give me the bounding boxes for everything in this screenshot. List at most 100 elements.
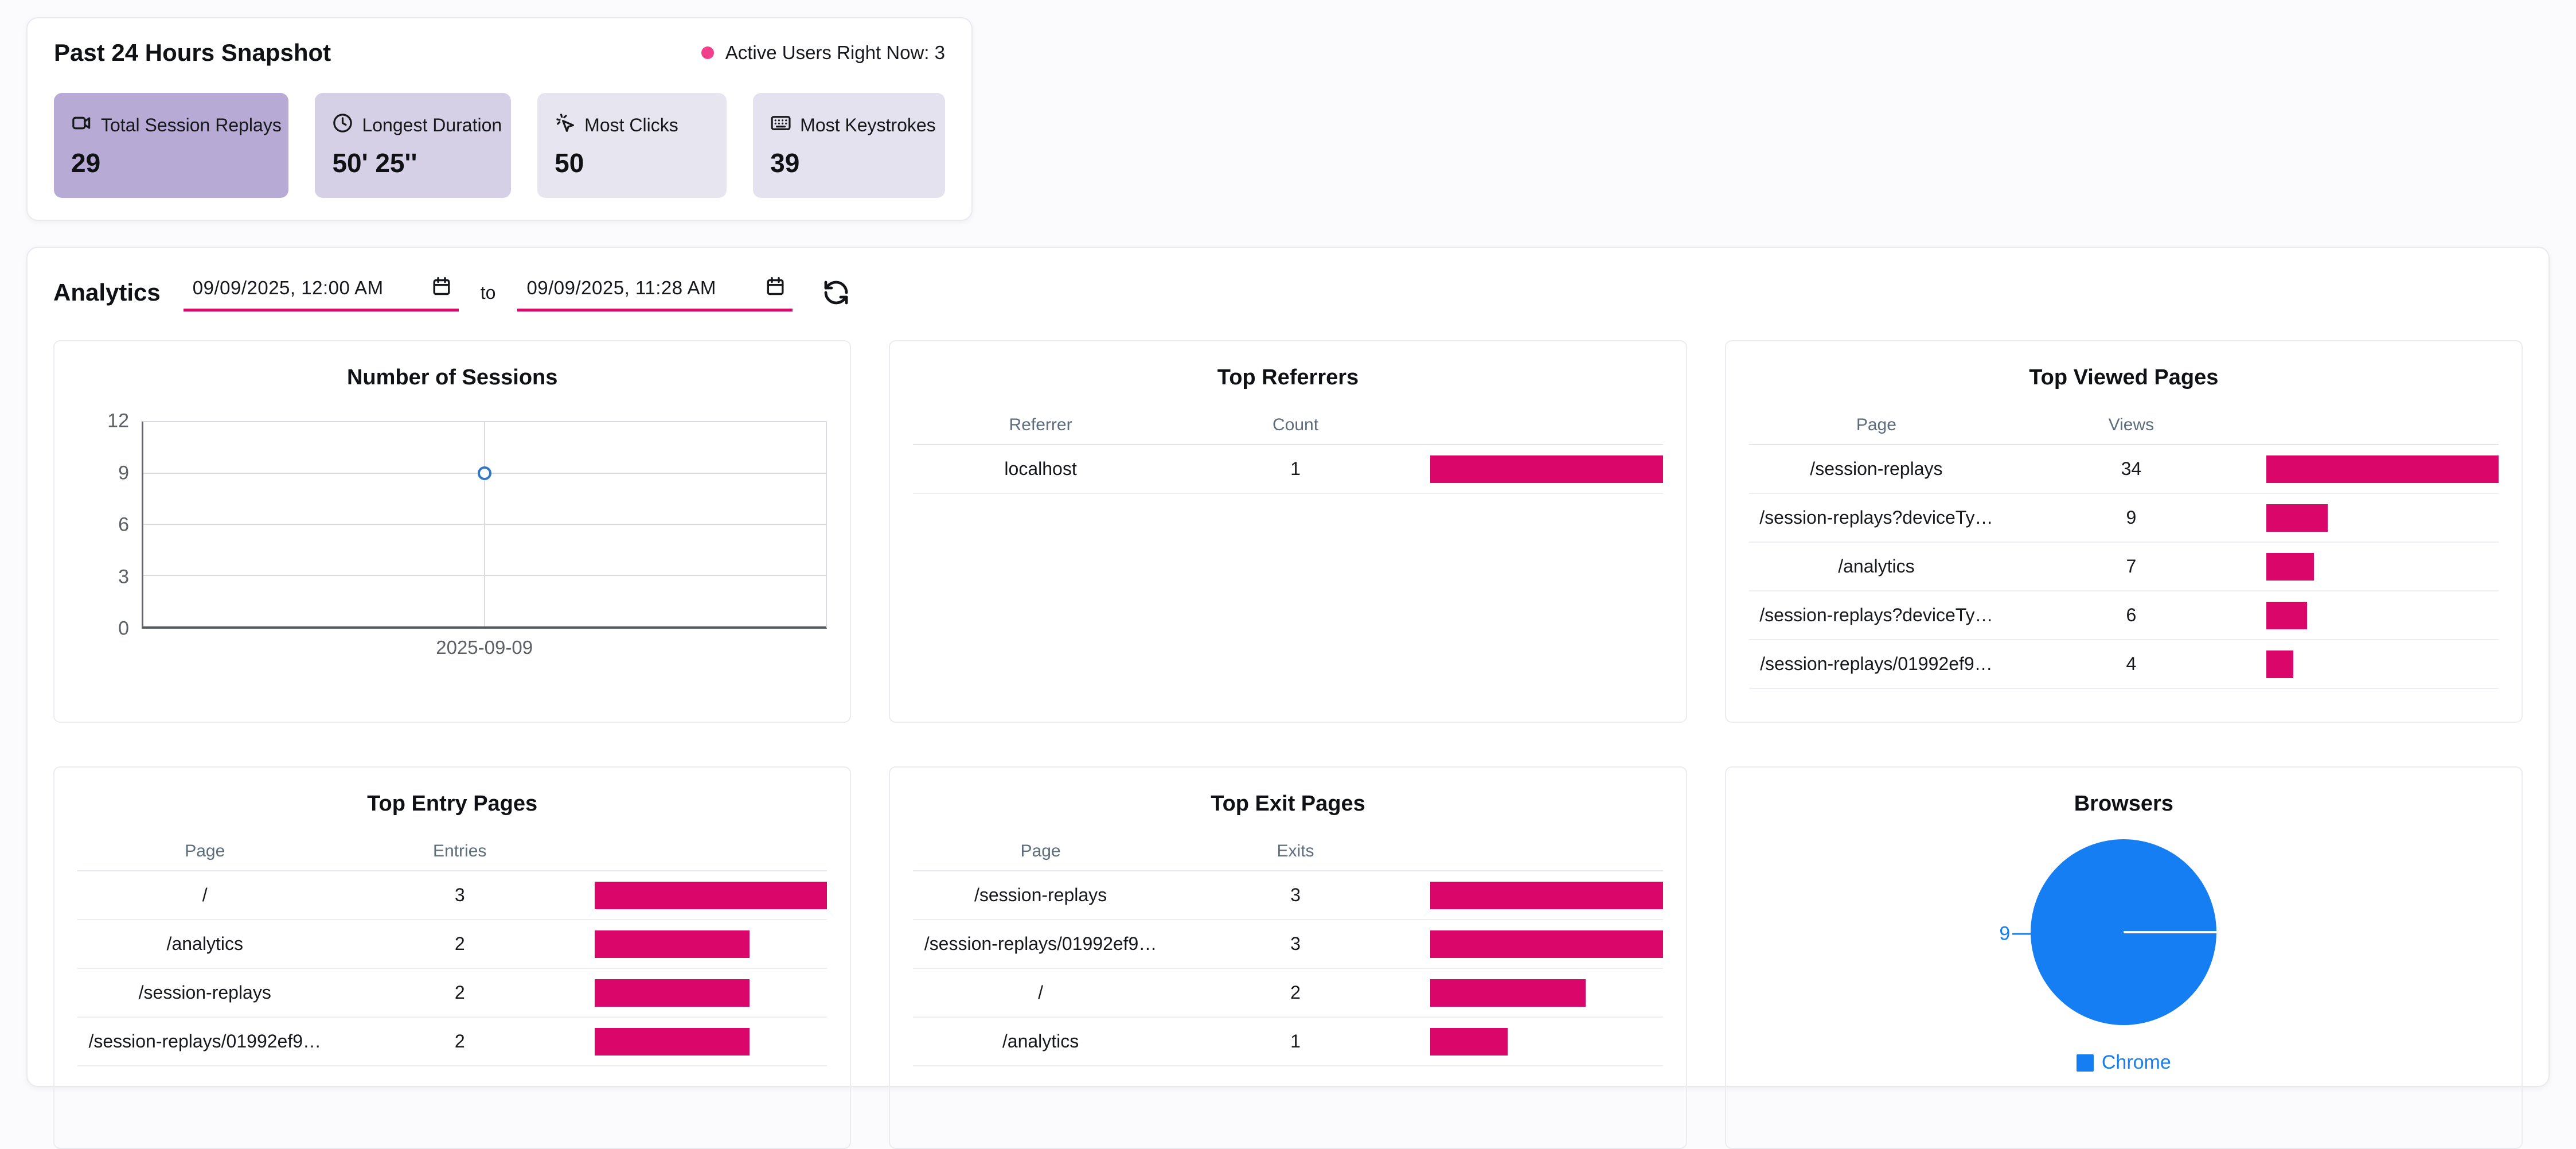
date-to-value: 09/09/2025, 11:28 AM [526, 276, 716, 298]
cursor-click-icon [555, 112, 576, 138]
table-row: /session-replays?deviceTy… 9 [1748, 494, 2499, 543]
table-row: /session-replays 2 [77, 969, 828, 1018]
active-users-label: Active Users Right Now: 3 [725, 42, 945, 63]
pie-area: 9 [1749, 839, 2499, 1029]
value-bar [1430, 979, 1586, 1007]
value-bar [2266, 504, 2328, 532]
chart-number-of-sessions: Number of Sessions 0 3 6 9 12 2025-09-09 [53, 340, 852, 723]
dashboard-page: Past 24 Hours Snapshot Active Users Righ… [26, 17, 2550, 1149]
table-header: Page Views [1748, 415, 2499, 445]
page-cell: / [1038, 982, 1044, 1003]
stat-value: 50 [555, 148, 584, 178]
page-cell: /session-replays [138, 982, 271, 1003]
x-axis-tick: 2025-09-09 [436, 637, 533, 658]
chart-top-referrers: Top Referrers Referrer Count localhost 1 [889, 340, 1687, 723]
charts-grid: Number of Sessions 0 3 6 9 12 2025-09-09 Top R… [53, 340, 2523, 1149]
table-header: Page Entries [77, 842, 828, 871]
table-row: /analytics 2 [77, 920, 828, 969]
legend-label: Chrome [2101, 1051, 2171, 1073]
stat-value: 29 [71, 148, 101, 178]
value-bar [595, 881, 828, 909]
y-axis-tick: 0 [118, 617, 129, 640]
column-header-value: Views [2108, 415, 2155, 434]
page-cell: /session-replays/01992ef9… [924, 933, 1157, 954]
value-cell: 1 [1290, 458, 1301, 479]
chart-title: Top Viewed Pages [2029, 365, 2219, 390]
pie-value-callout: 9 [1999, 923, 2034, 945]
page-cell: /session-replays?deviceTy… [1759, 605, 1993, 625]
stat-label: Longest Duration [362, 115, 502, 135]
data-point [478, 466, 492, 480]
chart-title: Top Referrers [1217, 365, 1359, 390]
value-bar [595, 979, 750, 1007]
page-cell: /session-replays/01992ef9… [88, 1031, 322, 1051]
value-cell: 3 [1290, 933, 1301, 954]
chart-title: Top Exit Pages [1211, 792, 1365, 816]
page-cell: /analytics [166, 933, 243, 954]
page-cell: /analytics [1838, 556, 1915, 577]
value-bar [1430, 455, 1663, 483]
legend-swatch-icon [2076, 1054, 2094, 1072]
table-header: Referrer Count [913, 415, 1663, 445]
snapshot-card: Past 24 Hours Snapshot Active Users Righ… [26, 17, 973, 221]
value-bar [2266, 601, 2308, 629]
refresh-button[interactable] [822, 279, 850, 306]
value-bar [2266, 650, 2294, 678]
y-axis-tick: 6 [118, 513, 129, 536]
page-cell: / [202, 885, 208, 905]
analytics-header: Analytics 09/09/2025, 12:00 AM to 09/09/… [53, 274, 2523, 311]
value-bar [1430, 1027, 1508, 1055]
pie-legend: Chrome [1749, 1051, 2499, 1074]
clock-icon [332, 112, 353, 138]
page-cell: /session-replays/01992ef9… [1760, 653, 1993, 674]
chart-top-entry-pages: Top Entry Pages Page Entries/3/analytics 2/… [53, 766, 852, 1149]
value-cell: 7 [2126, 556, 2137, 577]
calendar-icon[interactable] [431, 276, 452, 299]
stat-card-most-keystrokes: Most Keystrokes 39 [753, 93, 945, 198]
snapshot-title: Past 24 Hours Snapshot [54, 39, 331, 66]
page-cell: localhost [1004, 458, 1077, 479]
table-row: /session-replays/01992ef9… 3 [913, 920, 1663, 969]
value-cell: 4 [2126, 653, 2137, 674]
page-cell: /session-replays?deviceTy… [1759, 507, 1993, 528]
date-range-to-label: to [480, 282, 496, 303]
table-row: /session-replays/01992ef9… 4 [1748, 640, 2499, 689]
pie-slice-chrome [2031, 839, 2217, 1025]
keyboard-icon [770, 112, 791, 138]
y-axis-tick: 3 [118, 566, 129, 587]
plot-area [142, 421, 828, 629]
chart-browsers: Browsers 9 Chrome [1724, 766, 2523, 1149]
chart-title: Top Entry Pages [367, 792, 538, 816]
value-cell: 2 [454, 933, 465, 954]
analytics-title: Analytics [53, 279, 161, 306]
value-cell: 1 [1290, 1031, 1301, 1051]
date-to-input[interactable]: 09/09/2025, 11:28 AM [517, 274, 793, 311]
table-row: /session-replays 3 [913, 871, 1663, 920]
snapshot-stats-row: Total Session Replays 29 Longest Duratio… [54, 93, 945, 198]
table-row: /session-replays 34 [1748, 445, 2499, 494]
column-header-page: Page [1020, 842, 1061, 860]
date-from-input[interactable]: 09/09/2025, 12:00 AM [183, 274, 459, 311]
table-header: Page Exits [913, 842, 1663, 871]
value-cell: 3 [454, 885, 465, 905]
line-plot: 0 3 6 9 12 [77, 410, 828, 640]
page-cell: /session-replays [974, 885, 1107, 905]
table-row: /analytics 1 [913, 1018, 1663, 1066]
refresh-icon [822, 281, 850, 308]
stat-card-total-session-replays: Total Session Replays 29 [54, 93, 289, 198]
stat-label: Most Clicks [584, 115, 678, 135]
table-row: localhost 1 [913, 445, 1663, 494]
snapshot-header: Past 24 Hours Snapshot Active Users Righ… [54, 39, 945, 67]
value-bar [1430, 930, 1663, 958]
value-cell: 34 [2121, 458, 2142, 479]
video-icon [71, 112, 92, 138]
value-cell: 2 [454, 1031, 465, 1051]
table-row: /session-replays?deviceTy… 6 [1748, 591, 2499, 640]
calendar-icon[interactable] [765, 276, 786, 299]
column-header-value: Entries [433, 842, 487, 860]
chart-top-viewed-pages: Top Viewed Pages Page Views/session-replay… [1724, 340, 2523, 723]
y-axis-tick: 9 [118, 462, 129, 484]
table-row: /session-replays/01992ef9… 2 [77, 1018, 828, 1066]
value-cell: 9 [2126, 507, 2137, 528]
page-cell: /analytics [1002, 1031, 1079, 1051]
